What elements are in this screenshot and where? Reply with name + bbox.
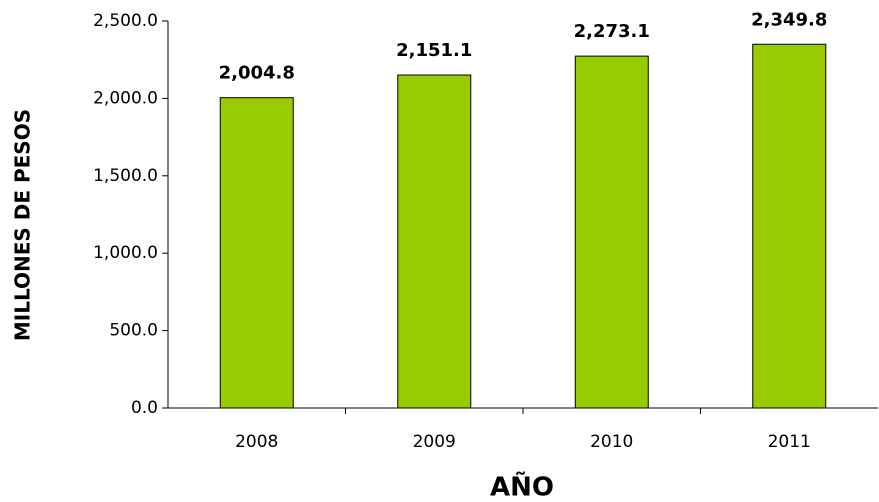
- bar: [219, 97, 294, 409]
- x-tick-label: 2008: [235, 432, 278, 452]
- x-tick-label: 2010: [590, 432, 633, 452]
- y-tick-label: 1,000.0: [93, 243, 158, 263]
- value-label: 2,151.1: [396, 40, 472, 61]
- value-label: 2,349.8: [751, 9, 827, 30]
- value-label: 2,273.1: [574, 21, 650, 42]
- bar: [752, 43, 827, 409]
- y-tick-label: 0.0: [131, 398, 158, 418]
- y-axis-title: MILLONES DE PESOS: [11, 109, 35, 341]
- bar: [574, 55, 649, 409]
- x-axis-title: AÑO: [490, 471, 554, 502]
- value-label: 2,004.8: [219, 63, 295, 84]
- x-tick-label: 2011: [768, 432, 811, 452]
- y-tick-label: 2,500.0: [93, 11, 158, 31]
- y-tick-label: 1,500.0: [93, 166, 158, 186]
- x-tick-label: 2009: [413, 432, 456, 452]
- y-tick-label: 500.0: [109, 321, 158, 341]
- bar: [397, 74, 472, 409]
- y-tick-label: 2,000.0: [93, 88, 158, 108]
